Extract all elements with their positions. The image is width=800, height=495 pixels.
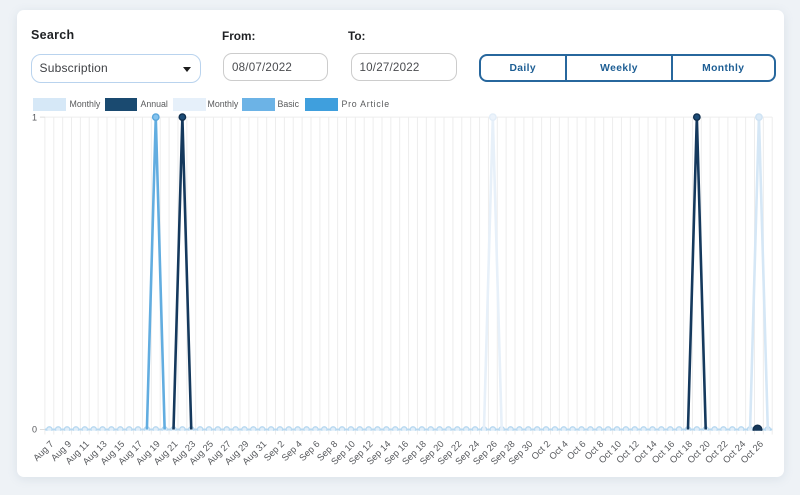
- svg-text:Oct 4: Oct 4: [547, 439, 570, 462]
- svg-text:0: 0: [32, 425, 37, 435]
- svg-text:Oct 2: Oct 2: [529, 439, 552, 462]
- svg-text:Oct 6: Oct 6: [565, 439, 588, 462]
- svg-text:1: 1: [32, 112, 37, 122]
